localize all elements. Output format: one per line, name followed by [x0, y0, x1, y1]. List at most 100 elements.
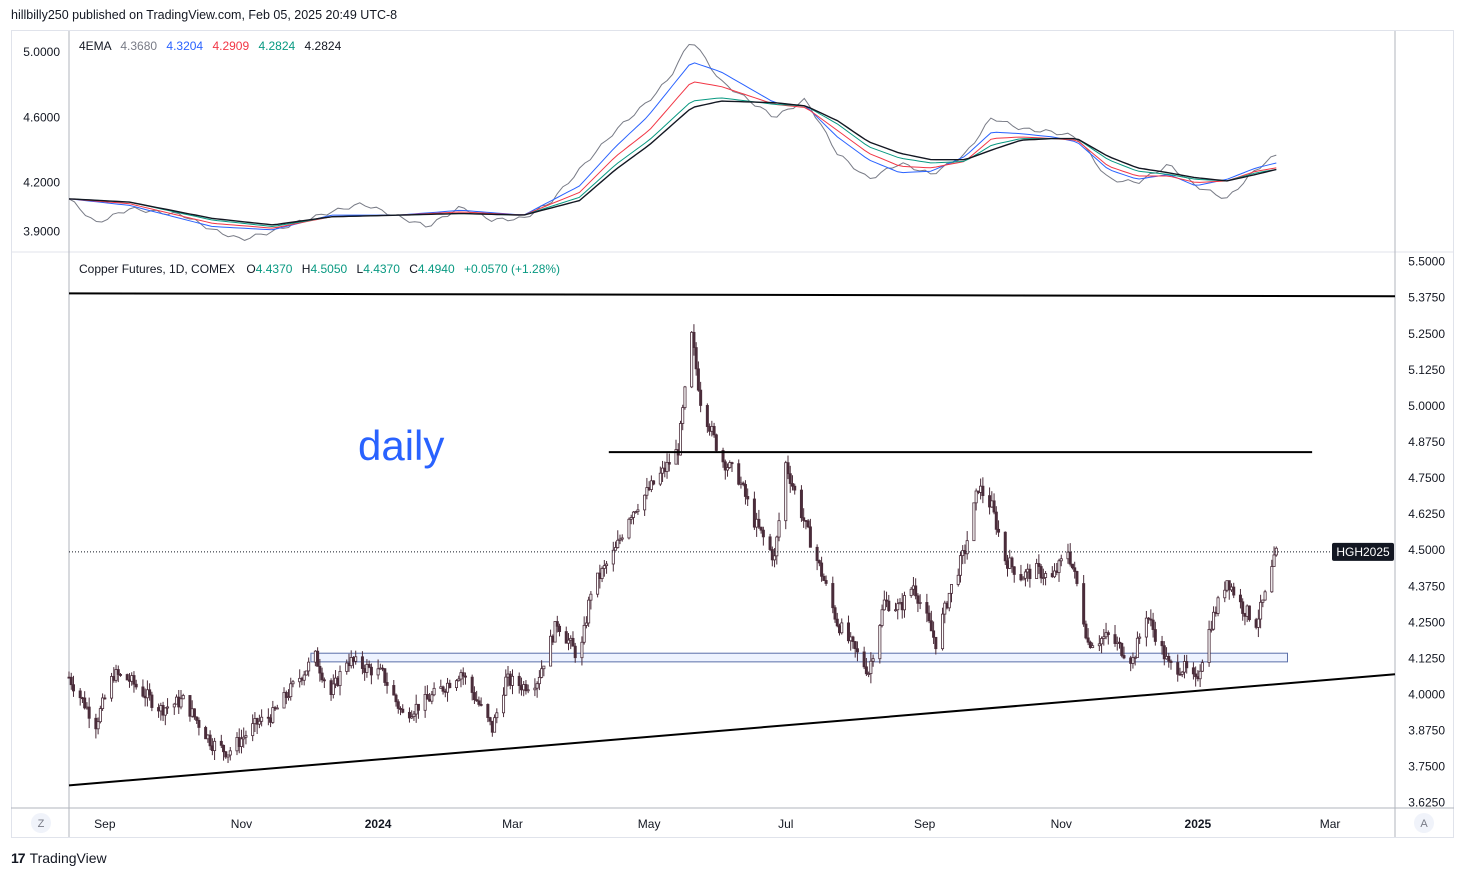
candle-body	[360, 656, 364, 669]
candle-body	[761, 529, 765, 538]
candle-body	[416, 703, 420, 711]
candle-body	[226, 754, 230, 758]
candle-body	[1160, 641, 1164, 647]
candle-body	[425, 694, 429, 700]
ema-line-1[interactable]	[68, 62, 1277, 231]
candle-body	[1162, 645, 1166, 660]
ohlc-legend[interactable]: Copper Futures, 1D, COMEX O4.4370 H4.505…	[79, 262, 560, 276]
trendline-resistance-top[interactable]	[68, 292, 1396, 298]
candle-body	[726, 467, 730, 471]
candle-body	[441, 686, 445, 692]
ema-legend[interactable]: 4EMA 4.3680 4.3204 4.2909 4.2824 4.2824	[79, 39, 342, 53]
candle-body	[132, 675, 136, 685]
candle-body	[956, 574, 960, 585]
candle-body	[282, 692, 286, 709]
candle-body	[692, 331, 696, 348]
ema-axis-tick: 5.0000	[23, 45, 60, 59]
candle-body	[1003, 531, 1007, 562]
candle-body	[87, 706, 91, 719]
ema-legend-value-red: 4.2909	[212, 39, 249, 53]
candle-body	[573, 645, 577, 659]
candle-body	[869, 660, 873, 674]
candle-body	[345, 662, 349, 672]
candle-body	[743, 483, 747, 497]
candle-body	[997, 528, 1001, 533]
candle-body	[204, 727, 208, 740]
candle-body	[407, 711, 411, 719]
ema-axis-tick: 4.6000	[23, 110, 60, 124]
candle-body	[1082, 583, 1086, 625]
price-axis-tick: 4.3750	[1408, 579, 1445, 593]
auto-scale-button-bg[interactable]	[1414, 813, 1434, 833]
candle-body	[470, 676, 474, 693]
candle-body	[251, 723, 255, 737]
candle-body	[1120, 643, 1124, 656]
candle-body	[228, 750, 232, 756]
candle-body	[502, 694, 506, 714]
candle-body	[454, 680, 458, 689]
candle-body	[1041, 577, 1045, 579]
support-zone[interactable]	[310, 652, 1288, 663]
candle-body	[287, 696, 291, 699]
candle-body	[412, 713, 416, 717]
candle-body	[1086, 637, 1090, 643]
candle-body	[600, 568, 604, 579]
tradingview-footer[interactable]: 17 TradingView	[11, 850, 107, 866]
candle-body	[320, 672, 324, 681]
time-axis-tick: May	[638, 817, 661, 831]
candle-body	[864, 666, 868, 675]
candle-body	[1270, 566, 1274, 593]
candle-body	[643, 494, 647, 511]
candle-body	[1259, 601, 1263, 620]
candle-body	[1106, 632, 1110, 635]
candle-body	[542, 665, 546, 670]
candle-body	[493, 717, 497, 733]
candle-body	[553, 621, 557, 643]
candle-body	[166, 706, 170, 709]
candle-body	[222, 744, 226, 753]
candle-body	[728, 462, 732, 468]
candle-body	[584, 622, 588, 626]
ema-line-2[interactable]	[68, 81, 1277, 229]
candle-body	[284, 692, 288, 698]
candle-body	[367, 664, 371, 668]
auto-scale-button[interactable]: A	[1414, 813, 1434, 833]
candle-body	[461, 672, 465, 677]
candle-body	[535, 683, 539, 689]
price-pane[interactable]	[67, 292, 1396, 787]
candle-body	[851, 636, 855, 642]
candle-body	[694, 347, 698, 370]
candle-body	[925, 602, 929, 614]
log-scale-label: Z	[38, 818, 45, 830]
candle-body	[394, 694, 398, 703]
candle-body	[1113, 634, 1117, 644]
log-scale-button-bg[interactable]	[31, 813, 51, 833]
candle-body	[271, 707, 275, 723]
candle-body	[770, 549, 774, 561]
candle-body	[448, 682, 452, 689]
candle-body	[1035, 563, 1039, 579]
daily-annotation[interactable]: daily	[358, 422, 444, 469]
candle-body	[943, 602, 947, 615]
ema-line-0[interactable]	[68, 43, 1277, 241]
candle-body	[1039, 566, 1043, 579]
candle-body	[197, 719, 201, 728]
candle-body	[768, 536, 772, 550]
candle-body	[316, 650, 320, 667]
candle-body	[1232, 586, 1236, 596]
candle-body	[1028, 568, 1032, 579]
candle-body	[1075, 571, 1079, 584]
ema-line-4[interactable]	[68, 100, 1277, 226]
ema-pane[interactable]	[68, 43, 1277, 241]
candle-body	[275, 707, 279, 710]
candle-body	[181, 695, 185, 700]
time-axis-tick: 2024	[365, 817, 392, 831]
candle-body	[775, 536, 779, 557]
trendline-rising-support[interactable]	[68, 673, 1396, 787]
candle-body	[730, 462, 734, 465]
candle-body	[472, 692, 476, 701]
log-scale-button[interactable]: Z	[31, 813, 51, 833]
candle-body	[620, 537, 624, 540]
candle-body	[1238, 594, 1242, 603]
